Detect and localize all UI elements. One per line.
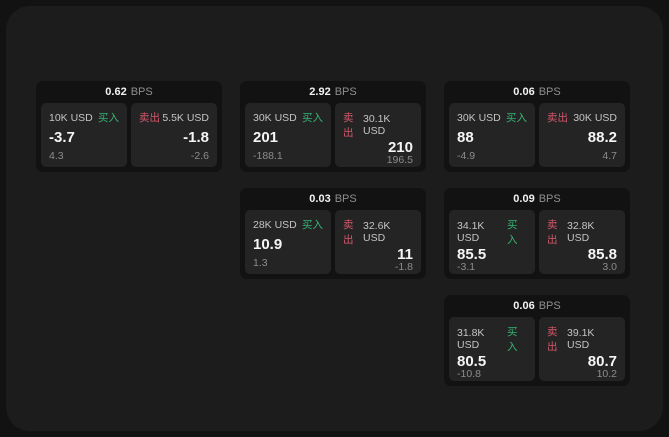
sell-price: 210 <box>387 139 413 156</box>
sell-quote-tile[interactable]: 卖出 30K USD 88.2 4.7 <box>539 103 625 167</box>
quote-card: 0.62 BPS 10K USD 买入 -3.7 4.3 卖出 5.5K USD <box>36 81 222 172</box>
buy-side-label: 买入 <box>98 112 119 124</box>
sell-price: -1.8 <box>183 129 209 147</box>
quote-card: 0.06 BPS 30K USD 买入 88 -4.9 卖出 30K USD <box>444 81 630 172</box>
sell-delta: 196.5 <box>386 154 413 166</box>
sell-side-label: 卖出 <box>139 112 160 124</box>
bps-unit-label: BPS <box>334 193 357 205</box>
quote-card: 0.03 BPS 28K USD 买入 10.9 1.3 卖出 32.6K US… <box>240 188 426 279</box>
buy-price: 10.9 <box>253 236 283 254</box>
bps-header: 2.92 BPS <box>240 81 426 103</box>
buy-price: 85.5 <box>457 246 487 263</box>
bps-unit-label: BPS <box>130 86 153 98</box>
sell-side-label: 卖出 <box>547 326 558 353</box>
sell-size: 32.6K USD <box>362 220 391 244</box>
buy-quote-tile[interactable]: 31.8K USD 买入 80.5 -10.8 <box>449 317 535 381</box>
bps-value: 0.06 <box>513 300 535 312</box>
quote-card: 0.09 BPS 34.1K USD 买入 85.5 -3.1 卖出 32.8K… <box>444 188 630 279</box>
bps-unit-label: BPS <box>334 86 357 98</box>
buy-side-label: 买入 <box>302 219 323 231</box>
buy-quote-tile[interactable]: 30K USD 买入 88 -4.9 <box>449 103 535 167</box>
sell-side-label: 卖出 <box>547 112 568 124</box>
buy-quote-tile[interactable]: 30K USD 买入 201 -188.1 <box>245 103 331 167</box>
buy-price: 201 <box>253 129 279 147</box>
sell-size: 30.1K USD <box>362 113 391 137</box>
sell-delta: -2.6 <box>190 149 209 162</box>
buy-side-label: 买入 <box>507 326 518 353</box>
quotes-panel: 0.62 BPS 10K USD 买入 -3.7 4.3 卖出 5.5K USD <box>6 6 663 431</box>
sell-side-label: 卖出 <box>547 219 558 246</box>
buy-size: 34.1K USD <box>457 220 485 244</box>
bps-unit-label: BPS <box>538 86 561 98</box>
sell-price: 80.7 <box>587 353 617 370</box>
bps-header: 0.06 BPS <box>444 295 630 317</box>
buy-size: 30K USD <box>457 111 501 124</box>
buy-side-label: 买入 <box>507 219 518 246</box>
buy-side-label: 买入 <box>506 112 527 124</box>
bps-value: 0.03 <box>309 193 331 205</box>
sell-side-label: 卖出 <box>343 112 354 139</box>
buy-size: 31.8K USD <box>457 327 485 351</box>
sell-delta: 4.7 <box>602 149 617 162</box>
bps-unit-label: BPS <box>538 300 561 312</box>
sell-delta: 10.2 <box>596 368 617 380</box>
buy-delta: 1.3 <box>253 256 268 269</box>
sell-size: 5.5K USD <box>162 111 209 124</box>
sell-price: 85.8 <box>587 246 617 263</box>
buy-delta: -4.9 <box>457 149 476 162</box>
sell-quote-tile[interactable]: 卖出 30.1K USD 210 196.5 <box>335 103 421 167</box>
sell-price: 88.2 <box>587 129 617 147</box>
bps-unit-label: BPS <box>538 193 561 205</box>
bps-value: 2.92 <box>309 86 331 98</box>
bps-value: 0.09 <box>513 193 535 205</box>
bps-value: 0.62 <box>105 86 127 98</box>
sell-delta: -1.8 <box>394 261 413 273</box>
buy-quote-tile[interactable]: 34.1K USD 买入 85.5 -3.1 <box>449 210 535 274</box>
buy-quote-tile[interactable]: 10K USD 买入 -3.7 4.3 <box>41 103 127 167</box>
bps-header: 0.03 BPS <box>240 188 426 210</box>
buy-delta: -188.1 <box>253 149 283 162</box>
sell-size: 39.1K USD <box>566 327 595 351</box>
buy-delta: -3.1 <box>457 261 476 273</box>
bps-value: 0.06 <box>513 86 535 98</box>
sell-quote-tile[interactable]: 卖出 39.1K USD 80.7 10.2 <box>539 317 625 381</box>
bps-header: 0.09 BPS <box>444 188 630 210</box>
sell-quote-tile[interactable]: 卖出 32.8K USD 85.8 3.0 <box>539 210 625 274</box>
sell-price: 11 <box>397 246 413 263</box>
buy-delta: -10.8 <box>457 368 481 380</box>
sell-size: 30K USD <box>573 111 617 124</box>
buy-price: 88 <box>457 129 474 147</box>
buy-side-label: 买入 <box>302 112 323 124</box>
buy-price: 80.5 <box>457 353 487 370</box>
buy-size: 28K USD <box>253 218 297 231</box>
quote-card: 2.92 BPS 30K USD 买入 201 -188.1 卖出 30.1K … <box>240 81 426 172</box>
buy-quote-tile[interactable]: 28K USD 买入 10.9 1.3 <box>245 210 331 274</box>
quote-card: 0.06 BPS 31.8K USD 买入 80.5 -10.8 卖出 39.1… <box>444 295 630 386</box>
bps-header: 0.06 BPS <box>444 81 630 103</box>
buy-size: 30K USD <box>253 111 297 124</box>
buy-delta: 4.3 <box>49 149 64 162</box>
buy-size: 10K USD <box>49 111 93 124</box>
sell-quote-tile[interactable]: 卖出 32.6K USD 11 -1.8 <box>335 210 421 274</box>
sell-delta: 3.0 <box>602 261 617 273</box>
buy-price: -3.7 <box>49 129 75 147</box>
sell-quote-tile[interactable]: 卖出 5.5K USD -1.8 -2.6 <box>131 103 217 167</box>
sell-side-label: 卖出 <box>343 219 354 246</box>
bps-header: 0.62 BPS <box>36 81 222 103</box>
sell-size: 32.8K USD <box>566 220 595 244</box>
